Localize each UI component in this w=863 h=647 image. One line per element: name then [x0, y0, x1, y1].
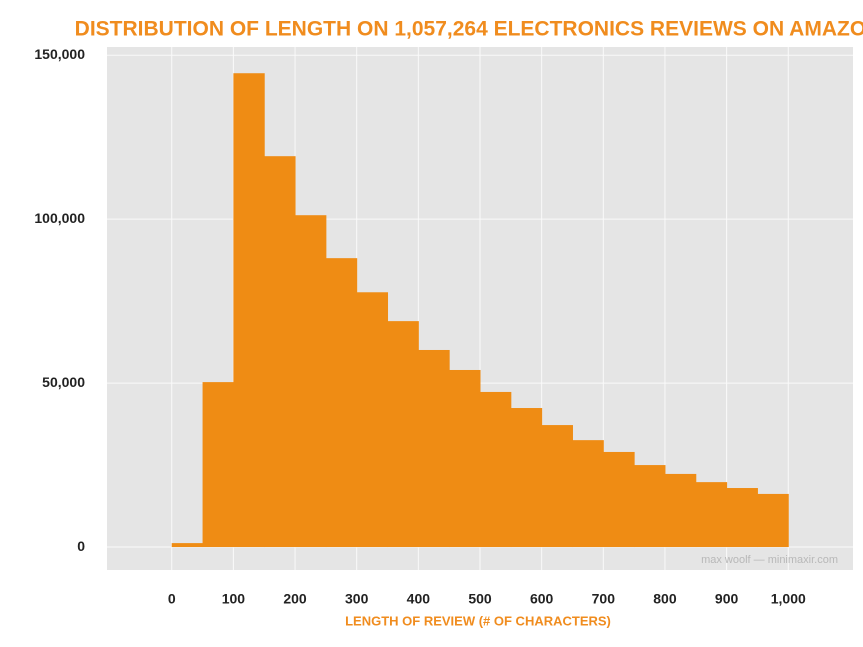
bars — [171, 73, 789, 548]
x-tick-label: 0 — [168, 591, 176, 607]
histogram-bar — [295, 215, 327, 548]
histogram-bar — [233, 73, 265, 548]
histogram-bar — [757, 493, 789, 548]
histogram-bar — [418, 349, 450, 548]
histogram-bar — [325, 258, 358, 548]
histogram-bar — [541, 425, 573, 548]
histogram-bar — [449, 369, 481, 548]
histogram-bar — [480, 391, 512, 548]
histogram-bar — [634, 465, 666, 548]
histogram-bar — [726, 488, 758, 548]
x-tick-label: 500 — [468, 591, 492, 607]
x-tick-label: 800 — [653, 591, 677, 607]
x-axis-label: LENGTH OF REVIEW (# OF CHARACTERS) — [345, 613, 611, 628]
y-tick-label: 50,000 — [42, 374, 85, 390]
histogram-bar — [510, 408, 543, 548]
histogram-bar — [695, 482, 728, 548]
x-tick-label: 200 — [283, 591, 307, 607]
y-tick-label: 150,000 — [34, 46, 85, 62]
x-tick-label: 300 — [345, 591, 369, 607]
histogram-bar — [356, 292, 389, 548]
y-tick-label: 100,000 — [34, 210, 85, 226]
histogram-bar — [202, 382, 234, 548]
x-tick-label: 900 — [715, 591, 739, 607]
histogram-bar — [572, 440, 604, 548]
labels: 0 50,000 100,000 150,000 0 100 200 300 400 500 600… — [34, 46, 806, 607]
histogram-bar — [171, 543, 204, 548]
x-tick-label: 700 — [592, 591, 616, 607]
x-tick-label: 600 — [530, 591, 554, 607]
x-tick-label: 1,000 — [771, 591, 806, 607]
histogram-bar — [387, 321, 419, 548]
x-tick-label: 400 — [407, 591, 431, 607]
credit: max woolf — minimaxir.com — [701, 554, 838, 566]
x-tick-label: 100 — [222, 591, 246, 607]
histogram-bar — [603, 451, 635, 548]
y-tick-label: 0 — [77, 538, 85, 554]
chart-title: DISTRIBUTION OF LENGTH ON 1,057,264 ELEC… — [75, 18, 863, 41]
histogram-bar — [664, 473, 697, 548]
histogram-bar — [264, 156, 296, 548]
